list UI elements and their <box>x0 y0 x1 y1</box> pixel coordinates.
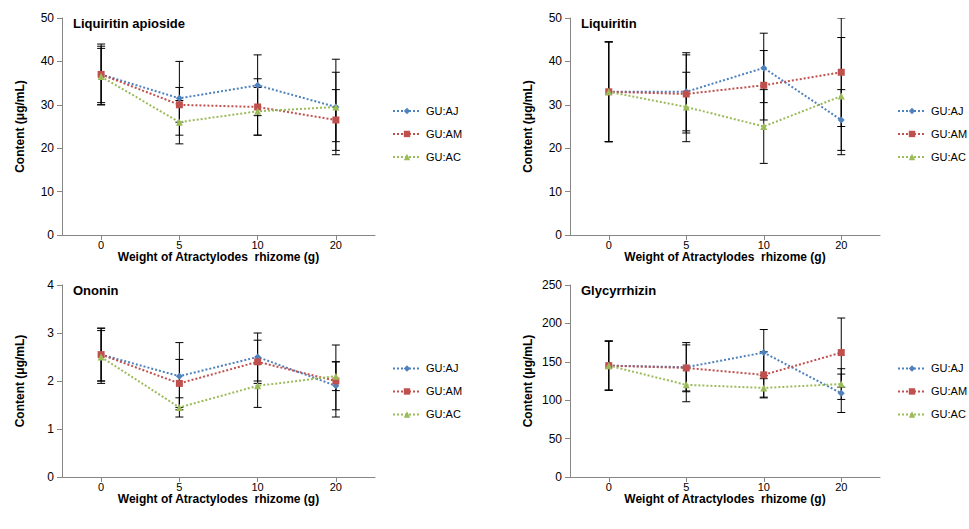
svg-text:Weight of Atractylodes rhizom: Weight of Atractylodes rhizome (g) <box>118 250 319 264</box>
svg-text:GU:AM: GU:AM <box>931 385 967 397</box>
svg-text:GU:AC: GU:AC <box>426 408 461 420</box>
svg-text:20: 20 <box>330 481 342 493</box>
svg-text:GU:AC: GU:AC <box>931 151 966 163</box>
svg-text:0: 0 <box>606 481 612 493</box>
svg-text:GU:AJ: GU:AJ <box>931 362 963 374</box>
svg-text:20: 20 <box>549 141 563 155</box>
svg-text:Content (μg/mL): Content (μg/mL) <box>521 335 535 428</box>
svg-text:250: 250 <box>542 278 562 292</box>
svg-text:20: 20 <box>835 481 847 493</box>
svg-text:Liquiritin: Liquiritin <box>581 16 637 31</box>
svg-text:50: 50 <box>549 432 563 446</box>
svg-text:GU:AM: GU:AM <box>426 128 462 140</box>
svg-text:1: 1 <box>47 422 54 436</box>
svg-text:100: 100 <box>542 393 562 407</box>
svg-text:0: 0 <box>606 239 612 251</box>
svg-text:Ononin: Ononin <box>73 283 119 298</box>
svg-text:5: 5 <box>176 481 182 493</box>
svg-text:5: 5 <box>683 481 689 493</box>
svg-text:50: 50 <box>41 11 55 25</box>
svg-text:10: 10 <box>758 239 770 251</box>
svg-text:GU:AJ: GU:AJ <box>931 105 963 117</box>
svg-text:20: 20 <box>41 141 55 155</box>
svg-text:0: 0 <box>98 239 104 251</box>
svg-text:40: 40 <box>549 54 563 68</box>
svg-text:3: 3 <box>47 326 54 340</box>
svg-text:50: 50 <box>549 11 563 25</box>
svg-text:10: 10 <box>549 185 563 199</box>
svg-text:GU:AC: GU:AC <box>931 408 966 420</box>
svg-text:Weight of Atractylodes rhizom: Weight of Atractylodes rhizome (g) <box>118 492 319 506</box>
svg-text:40: 40 <box>41 54 55 68</box>
svg-text:10: 10 <box>41 185 55 199</box>
svg-text:10: 10 <box>252 239 264 251</box>
svg-text:Weight of Atractylodes rhizom: Weight of Atractylodes rhizome (g) <box>624 492 825 506</box>
svg-text:30: 30 <box>549 98 563 112</box>
svg-text:0: 0 <box>47 470 54 484</box>
svg-text:5: 5 <box>683 239 689 251</box>
svg-text:30: 30 <box>41 98 55 112</box>
svg-text:150: 150 <box>542 355 562 369</box>
svg-text:20: 20 <box>835 239 847 251</box>
svg-text:GU:AM: GU:AM <box>931 128 967 140</box>
svg-text:Liquiritin apioside: Liquiritin apioside <box>73 16 185 31</box>
svg-text:10: 10 <box>252 481 264 493</box>
svg-text:0: 0 <box>555 470 562 484</box>
svg-text:Content (μg/mL): Content (μg/mL) <box>13 80 27 173</box>
svg-text:5: 5 <box>176 239 182 251</box>
svg-text:10: 10 <box>758 481 770 493</box>
svg-text:GU:AM: GU:AM <box>426 385 462 397</box>
svg-text:0: 0 <box>47 228 54 242</box>
svg-text:GU:AJ: GU:AJ <box>426 105 458 117</box>
svg-text:0: 0 <box>98 481 104 493</box>
svg-text:20: 20 <box>330 239 342 251</box>
svg-text:Glycyrrhizin: Glycyrrhizin <box>581 283 656 298</box>
svg-text:Content (μg/mL): Content (μg/mL) <box>521 80 535 173</box>
svg-text:2: 2 <box>47 374 54 388</box>
svg-text:Weight of Atractylodes rhizom: Weight of Atractylodes rhizome (g) <box>624 250 825 264</box>
svg-text:GU:AJ: GU:AJ <box>426 362 458 374</box>
svg-text:GU:AC: GU:AC <box>426 151 461 163</box>
svg-text:0: 0 <box>555 228 562 242</box>
svg-text:Content (μg/mL): Content (μg/mL) <box>13 335 27 428</box>
svg-text:4: 4 <box>47 278 54 292</box>
svg-text:200: 200 <box>542 316 562 330</box>
